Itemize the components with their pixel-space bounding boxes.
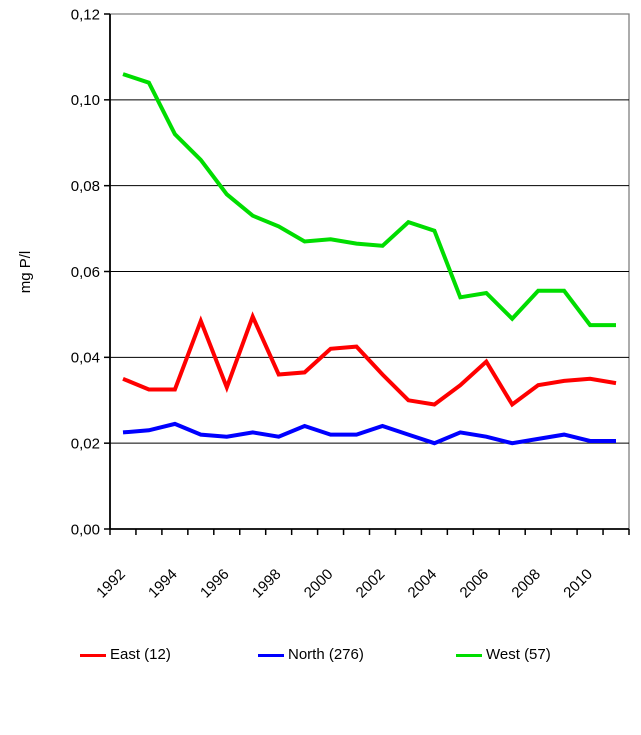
y-tick-label: 0,00: [71, 521, 100, 538]
series-line-1: [122, 421, 616, 446]
series-line-0: [122, 311, 617, 408]
y-tick-label: 0,08: [71, 178, 100, 195]
y-tick-label: 0,10: [71, 92, 100, 109]
x-tick-label: 2000: [301, 566, 337, 602]
x-tick-label: 2006: [457, 566, 493, 602]
chart-legend: East (12) North (276) West (57): [0, 646, 641, 666]
x-tick-label: 2002: [353, 566, 389, 602]
x-tick-label: 2008: [508, 566, 544, 602]
legend-item-north: North (276): [258, 646, 364, 664]
x-tick-label: 1992: [93, 566, 129, 602]
x-tick-label: 1994: [145, 566, 181, 602]
x-tick-label: 1998: [249, 566, 285, 602]
line-chart: 0,00 0,02 0,04 0,06 0,08 0,10 0,12 1992 1994 1996…: [17, 6, 630, 602]
y-tick-label: 0,02: [71, 435, 100, 452]
legend-label-west: West (57): [486, 646, 551, 663]
legend-label-east: East (12): [110, 646, 171, 663]
x-tick-label: 1996: [197, 566, 233, 602]
legend-item-east: East (12): [80, 646, 171, 664]
y-tick-label: 0,06: [71, 264, 100, 281]
x-tick-label: 2010: [560, 566, 596, 602]
east-line-swatch-icon: [80, 653, 106, 657]
legend-label-north: North (276): [288, 646, 364, 663]
y-axis-title: mg P/l: [17, 251, 34, 294]
legend-item-west: West (57): [456, 646, 551, 664]
west-line-swatch-icon: [456, 653, 482, 657]
y-tick-label: 0,12: [71, 6, 100, 23]
y-tick-label: 0,04: [71, 350, 100, 367]
north-line-swatch-icon: [258, 653, 284, 657]
plot-area: 0,00 0,02 0,04 0,06 0,08 0,10 0,12 1992 1994 1996…: [71, 6, 630, 602]
x-tick-label: 2004: [405, 566, 441, 602]
series-line-2: [122, 72, 616, 328]
